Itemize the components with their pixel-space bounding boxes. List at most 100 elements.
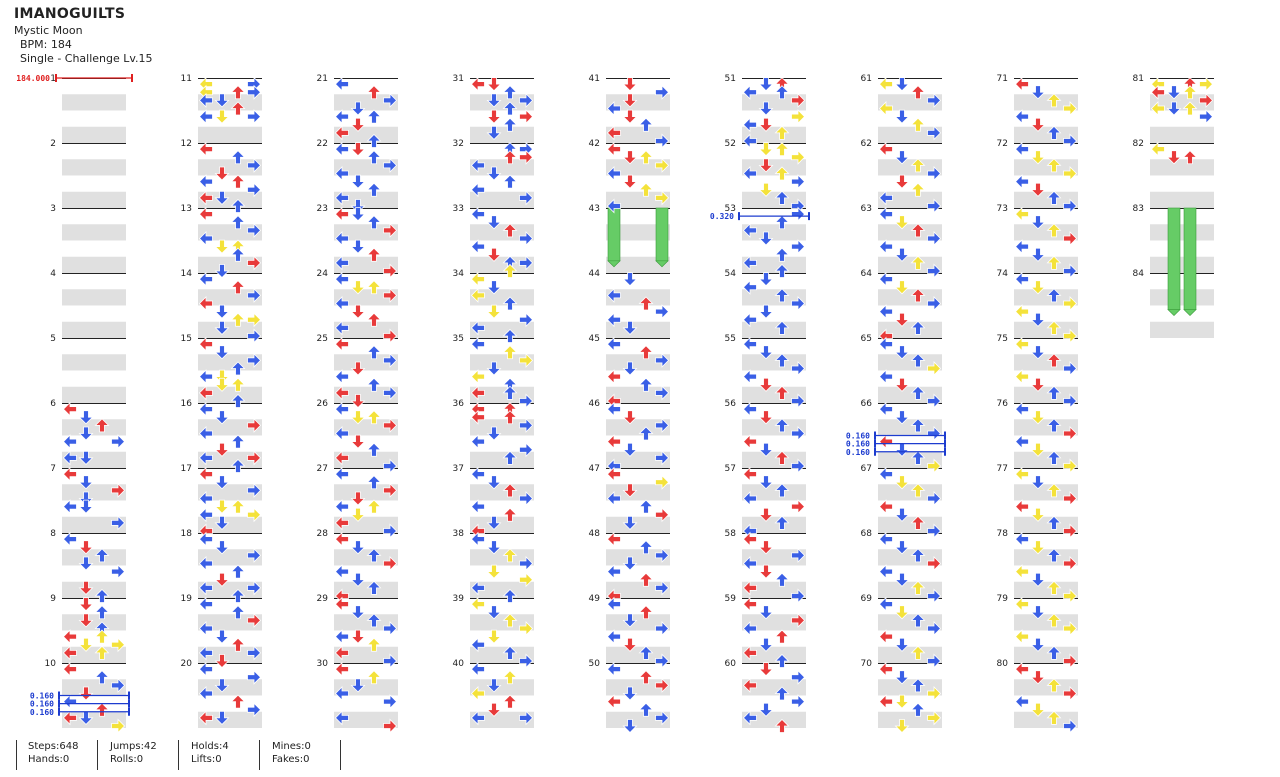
measure-number: 21	[317, 74, 328, 84]
up-arrow-icon	[910, 117, 926, 132]
measure-number: 71	[997, 74, 1008, 84]
left-arrow-icon	[470, 320, 485, 336]
up-arrow-icon	[230, 198, 246, 213]
right-arrow-icon	[927, 621, 942, 636]
beat-band	[1014, 354, 1078, 371]
down-arrow-icon	[622, 174, 638, 189]
left-arrow-icon	[470, 637, 485, 653]
right-arrow-icon	[1063, 718, 1078, 734]
beat-band	[62, 289, 126, 306]
right-arrow-icon	[791, 499, 806, 515]
beat-band	[1150, 224, 1214, 241]
footer-separator	[259, 740, 260, 770]
left-arrow-icon	[878, 271, 893, 287]
left-arrow-icon	[1150, 101, 1165, 116]
up-arrow-icon	[1046, 223, 1062, 238]
down-arrow-icon	[214, 264, 230, 279]
left-arrow-icon	[470, 661, 485, 677]
up-arrow-icon	[366, 312, 382, 327]
beat-band	[1014, 126, 1078, 143]
up-arrow-icon	[1182, 85, 1198, 100]
left-arrow-icon	[606, 564, 621, 580]
measure-number: 73	[997, 204, 1008, 214]
beat-band	[742, 94, 806, 111]
beat-band	[606, 451, 670, 468]
down-arrow-icon	[758, 304, 774, 319]
measure-number: 72	[997, 139, 1008, 149]
hold-tail	[655, 260, 669, 268]
right-arrow-icon	[519, 190, 534, 206]
left-arrow-icon	[742, 621, 757, 636]
hold-body	[607, 207, 621, 262]
left-arrow-icon	[742, 166, 757, 181]
right-arrow-icon	[927, 710, 942, 726]
up-arrow-icon	[366, 215, 382, 230]
up-arrow-icon	[774, 515, 790, 530]
down-arrow-icon	[1030, 475, 1046, 490]
left-arrow-icon	[334, 401, 349, 417]
right-arrow-icon	[927, 588, 942, 604]
down-arrow-icon	[214, 190, 230, 205]
up-arrow-icon	[1046, 678, 1062, 693]
measure-number: 58	[725, 529, 737, 539]
beat-band	[742, 256, 806, 273]
measure-number: 60	[725, 659, 737, 669]
right-arrow-icon	[655, 474, 670, 490]
left-arrow-icon	[334, 190, 349, 206]
down-arrow-icon	[894, 637, 910, 652]
left-arrow-icon	[334, 645, 349, 661]
right-arrow-icon	[383, 523, 398, 539]
measure-number: 17	[181, 464, 192, 474]
beat-band	[878, 386, 942, 403]
up-arrow-icon	[366, 613, 382, 628]
beat-band	[470, 679, 534, 696]
down-arrow-icon	[350, 434, 366, 449]
up-arrow-icon	[638, 540, 654, 555]
left-arrow-icon	[742, 531, 757, 547]
up-arrow-icon	[94, 605, 110, 620]
down-arrow-icon	[894, 312, 910, 327]
beat-band	[470, 354, 534, 371]
step-chart: 1234567891011121314151617181920212223242…	[16, 74, 1214, 734]
beat-band	[606, 549, 670, 566]
down-arrow-icon	[350, 572, 366, 587]
measure-number: 25	[317, 334, 328, 344]
left-arrow-icon	[198, 92, 213, 108]
up-arrow-icon	[366, 670, 382, 685]
right-arrow-icon	[383, 222, 398, 238]
left-arrow-icon	[470, 369, 485, 385]
left-arrow-icon	[198, 426, 213, 441]
measure-number: 20	[181, 659, 193, 669]
up-arrow-icon	[1046, 125, 1062, 140]
beat-band	[1014, 614, 1078, 631]
right-arrow-icon	[655, 157, 670, 173]
beat-band	[742, 451, 806, 468]
beat-band	[878, 451, 942, 468]
measure-number: 62	[861, 139, 872, 149]
right-arrow-icon	[519, 621, 534, 636]
left-arrow-icon	[198, 450, 213, 466]
up-arrow-icon	[366, 247, 382, 262]
up-arrow-icon	[910, 645, 926, 660]
right-arrow-icon	[519, 653, 534, 669]
left-arrow-icon	[198, 174, 213, 190]
beat-band	[606, 419, 670, 436]
stop-tick	[738, 212, 740, 221]
measure-number: 40	[453, 659, 465, 669]
beat-band	[62, 191, 126, 208]
measure-number: 46	[589, 399, 601, 409]
right-arrow-icon	[383, 157, 398, 173]
left-arrow-icon	[1014, 369, 1029, 385]
up-arrow-icon	[774, 572, 790, 587]
beat-band	[62, 386, 126, 403]
down-arrow-icon	[350, 605, 366, 620]
measure-number: 28	[317, 529, 329, 539]
up-arrow-icon	[1046, 418, 1062, 433]
left-arrow-icon	[1014, 304, 1029, 320]
measure-number: 59	[725, 594, 737, 604]
beat-band	[62, 451, 126, 468]
right-arrow-icon	[791, 612, 806, 628]
beat-band	[334, 191, 398, 208]
beat-band	[878, 549, 942, 566]
up-arrow-icon	[94, 670, 110, 685]
